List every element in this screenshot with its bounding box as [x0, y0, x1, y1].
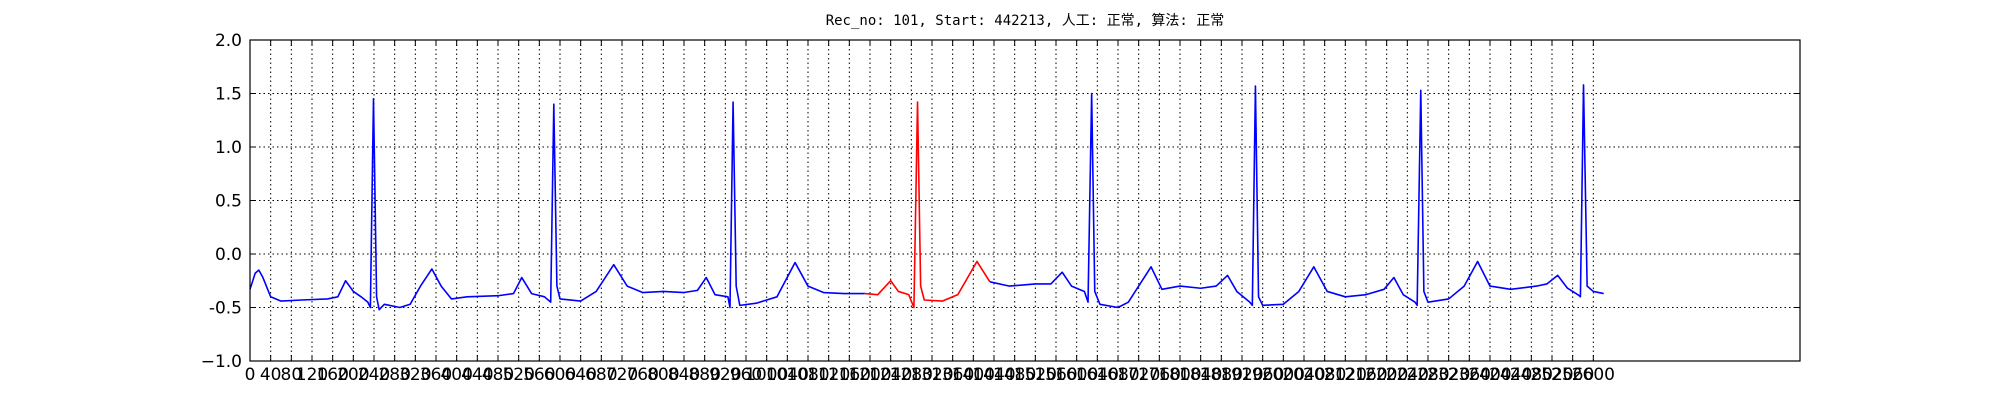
ecg-line [864, 101, 991, 309]
x-tick-label: 1120 [807, 365, 850, 385]
y-tick-label: 1.0 [215, 138, 242, 158]
plot-frame [249, 39, 1801, 362]
x-tick-label: 0 [245, 365, 256, 385]
x-tick-label: 440 [461, 365, 493, 385]
x-tick-label: 2320 [1427, 365, 1470, 385]
x-tick-label: 720 [606, 365, 638, 385]
x-tick-label: 1200 [848, 365, 891, 385]
y-tick-label: 1.5 [215, 85, 242, 105]
x-tick-label: 2240 [1386, 365, 1429, 385]
x-tick-label: 640 [564, 365, 596, 385]
x-tick-label: 760 [626, 365, 658, 385]
x-tick-label: 400 [440, 365, 472, 385]
x-tick-label: 1800 [1158, 365, 1201, 385]
x-tick-label: 1640 [1076, 365, 1119, 385]
x-tick-label: 1320 [910, 365, 953, 385]
x-tick-label: 840 [668, 365, 700, 385]
x-tick-label: 800 [647, 365, 679, 385]
x-tick-label: 480 [482, 365, 514, 385]
x-tick-label: 2160 [1344, 365, 1387, 385]
x-tick-label: 280 [378, 365, 410, 385]
x-tick-label: 1880 [1200, 365, 1243, 385]
x-tick-label: 2480 [1510, 365, 1553, 385]
x-tick-label: 2040 [1282, 365, 1325, 385]
x-tick-label: 1360 [931, 365, 974, 385]
x-tick-label: 2360 [1448, 365, 1491, 385]
x-tick-label: 360 [420, 365, 452, 385]
x-tick-label: 160 [316, 365, 348, 385]
x-tick-label: 320 [399, 365, 431, 385]
x-tick-label: 680 [585, 365, 617, 385]
x-tick-label: 2560 [1551, 365, 1594, 385]
y-tick-label: 0.0 [215, 245, 242, 265]
x-tick-label: 2200 [1365, 365, 1408, 385]
x-tick-label: 560 [523, 365, 555, 385]
x-tick-label: 1480 [993, 365, 1036, 385]
x-tick-label: 1760 [1138, 365, 1181, 385]
y-tick-label: −1.0 [201, 352, 242, 372]
x-tick-label: 2000 [1262, 365, 1305, 385]
y-tick-label: -0.5 [209, 299, 242, 319]
x-tick-label: 1520 [1014, 365, 1057, 385]
x-tick-label: 1280 [890, 365, 933, 385]
x-tick-label: 2400 [1468, 365, 1511, 385]
x-tick-label: 1240 [869, 365, 912, 385]
x-tick-label: 2120 [1324, 365, 1367, 385]
x-tick-label: 1160 [828, 365, 871, 385]
x-tick-label: 920 [709, 365, 741, 385]
x-tick-label: 1080 [786, 365, 829, 385]
ecg-line [249, 84, 1604, 311]
x-tick-label: 40 [260, 365, 282, 385]
x-tick-label: 960 [730, 365, 762, 385]
x-tick-label: 2280 [1406, 365, 1449, 385]
x-tick-label: 1680 [1096, 365, 1139, 385]
x-tick-label: 1040 [766, 365, 809, 385]
x-tick-label: 1720 [1117, 365, 1160, 385]
x-tick-label: 1920 [1220, 365, 1263, 385]
x-tick-label: 80 [281, 365, 303, 385]
chart-title: Rec_no: 101, Start: 442213, 人工: 正常, 算法: … [826, 13, 1225, 29]
x-tick-label: 200 [337, 365, 369, 385]
x-tick-label: 2600 [1572, 365, 1615, 385]
x-tick-label: 240 [358, 365, 390, 385]
x-tick-label: 1960 [1241, 365, 1284, 385]
y-tick-label: 0.5 [215, 192, 242, 212]
x-tick-label: 520 [502, 365, 534, 385]
x-tick-label: 2440 [1489, 365, 1532, 385]
x-tick-label: 600 [544, 365, 576, 385]
x-tick-label: 1840 [1179, 365, 1222, 385]
x-tick-label: 1400 [952, 365, 995, 385]
x-tick-label: 1440 [972, 365, 1015, 385]
x-tick-label: 880 [688, 365, 720, 385]
y-tick-label: 2.0 [215, 31, 242, 51]
x-tick-label: 1560 [1034, 365, 1077, 385]
x-tick-label: 1000 [745, 365, 788, 385]
x-tick-label: 120 [296, 365, 328, 385]
x-tick-label: 2080 [1303, 365, 1346, 385]
x-tick-label: 1600 [1055, 365, 1098, 385]
x-tick-label: 2520 [1530, 365, 1573, 385]
